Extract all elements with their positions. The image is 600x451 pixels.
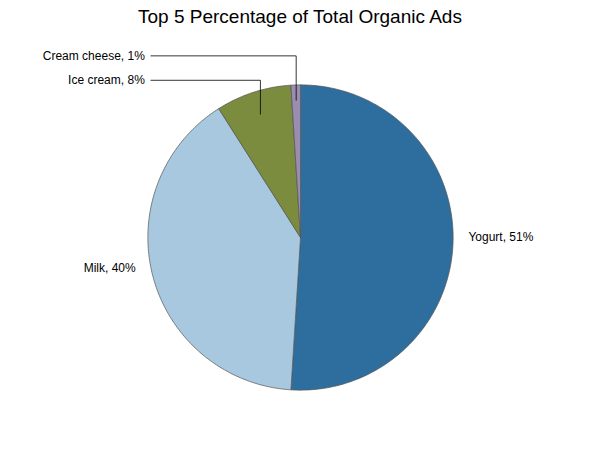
svg-text:Yogurt, 51%: Yogurt, 51% xyxy=(468,230,533,244)
svg-text:Ice cream, 8%: Ice cream, 8% xyxy=(68,73,145,87)
svg-text:Milk, 40%: Milk, 40% xyxy=(84,261,136,275)
svg-text:Cream cheese, 1%: Cream cheese, 1% xyxy=(43,49,145,63)
html-text:Top 5 Percentage of Total Orga: Top 5 Percentage of Total Organic Ads xyxy=(138,6,462,27)
